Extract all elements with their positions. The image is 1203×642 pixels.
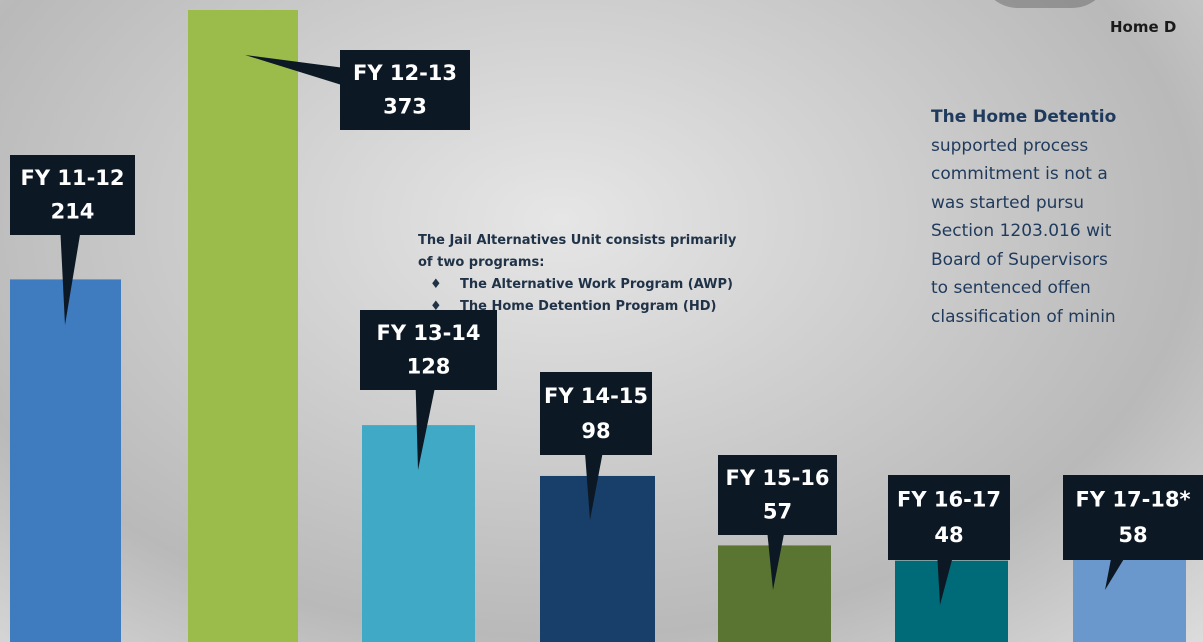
note: The Jail Alternatives Unit consists prim… [418, 230, 736, 318]
category-label: FY 16-17 [897, 488, 1001, 512]
side-line: classification of minin [931, 303, 1203, 332]
note-line: The Jail Alternatives Unit consists prim… [418, 230, 736, 252]
value-label: 214 [51, 200, 95, 224]
value-label: 98 [581, 419, 610, 443]
bar [10, 279, 121, 642]
value-label: 58 [1118, 523, 1147, 547]
bar [895, 561, 1008, 642]
value-label: 373 [383, 95, 427, 119]
side-line: Section 1203.016 wit [931, 217, 1203, 246]
bullet: ♦The Home Detention Program (HD) [418, 296, 736, 318]
bullet: ♦The Alternative Work Program (AWP) [418, 274, 736, 296]
note-line: of two programs: [418, 252, 736, 274]
value-label: 128 [407, 355, 451, 379]
side-line: to sentenced offen [931, 274, 1203, 303]
infographic: Home D FY 11-12214FY 12-13373FY 13-14128… [0, 0, 1203, 642]
value-label: 57 [763, 500, 792, 524]
side-line: commitment is not a [931, 160, 1203, 189]
category-label: FY 14-15 [544, 384, 648, 408]
value-label: 48 [934, 523, 963, 547]
bar [188, 10, 298, 642]
category-label: FY 13-14 [376, 321, 480, 345]
bar [540, 476, 655, 642]
side-line: was started pursu [931, 189, 1203, 218]
category-label: FY 12-13 [353, 61, 457, 85]
side-line: Board of Supervisors [931, 246, 1203, 275]
category-label: FY 11-12 [20, 166, 124, 190]
side-line: The Home Detentio [931, 103, 1203, 132]
bullet-text: The Alternative Work Program (AWP) [460, 277, 733, 292]
category-label: FY 15-16 [725, 466, 829, 490]
bullet-text: The Home Detention Program (HD) [460, 299, 716, 314]
category-label: FY 17-18* [1075, 488, 1190, 512]
side-line: supported process [931, 132, 1203, 161]
